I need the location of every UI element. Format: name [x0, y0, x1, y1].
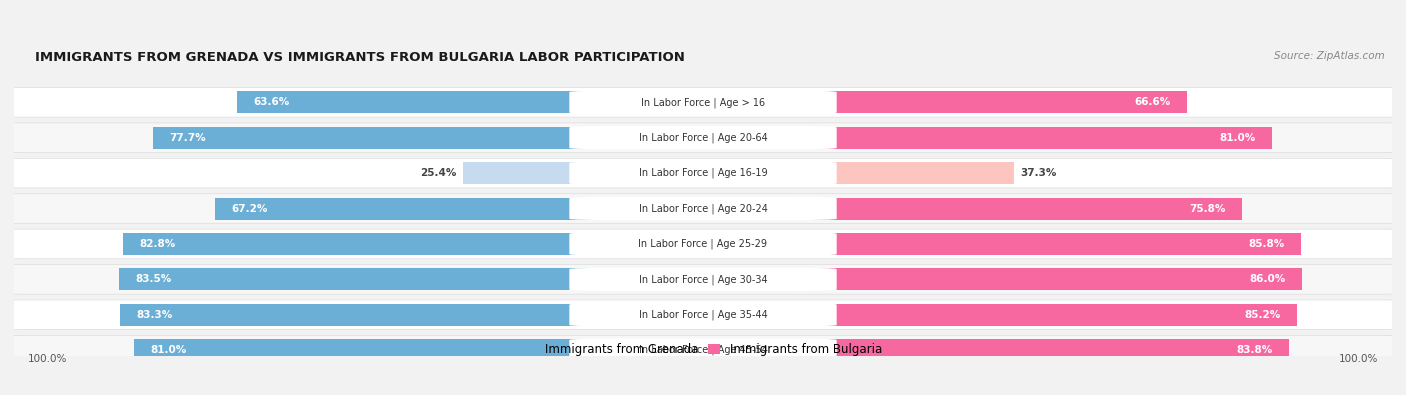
- Bar: [120, 304, 613, 326]
- Text: In Labor Force | Age 30-34: In Labor Force | Age 30-34: [638, 274, 768, 285]
- Text: In Labor Force | Age 25-29: In Labor Force | Age 25-29: [638, 239, 768, 249]
- FancyBboxPatch shape: [569, 126, 837, 149]
- Text: IMMIGRANTS FROM GRENADA VS IMMIGRANTS FROM BULGARIA LABOR PARTICIPATION: IMMIGRANTS FROM GRENADA VS IMMIGRANTS FR…: [35, 51, 685, 64]
- Text: In Labor Force | Age 20-24: In Labor Force | Age 20-24: [638, 203, 768, 214]
- Bar: [793, 233, 1301, 255]
- Text: 85.8%: 85.8%: [1249, 239, 1285, 249]
- Text: In Labor Force | Age 45-54: In Labor Force | Age 45-54: [638, 345, 768, 356]
- Text: 86.0%: 86.0%: [1250, 275, 1285, 284]
- FancyBboxPatch shape: [10, 158, 1396, 188]
- Text: 85.2%: 85.2%: [1244, 310, 1281, 320]
- Text: 75.8%: 75.8%: [1188, 203, 1225, 214]
- FancyBboxPatch shape: [10, 87, 1396, 117]
- Bar: [215, 198, 613, 220]
- Text: 82.8%: 82.8%: [139, 239, 176, 249]
- FancyBboxPatch shape: [10, 335, 1396, 365]
- FancyBboxPatch shape: [10, 123, 1396, 152]
- Text: 67.2%: 67.2%: [232, 203, 269, 214]
- Bar: [793, 91, 1187, 113]
- Text: 83.8%: 83.8%: [1236, 345, 1272, 355]
- Bar: [793, 268, 1302, 290]
- Text: In Labor Force | Age 20-64: In Labor Force | Age 20-64: [638, 132, 768, 143]
- FancyBboxPatch shape: [569, 232, 837, 256]
- Bar: [153, 127, 613, 149]
- FancyBboxPatch shape: [569, 162, 837, 185]
- FancyBboxPatch shape: [10, 194, 1396, 223]
- Bar: [793, 127, 1272, 149]
- FancyBboxPatch shape: [569, 90, 837, 114]
- Text: 77.7%: 77.7%: [170, 133, 207, 143]
- Text: 25.4%: 25.4%: [419, 168, 456, 178]
- Bar: [236, 91, 613, 113]
- Text: Source: ZipAtlas.com: Source: ZipAtlas.com: [1274, 51, 1385, 61]
- Text: 37.3%: 37.3%: [1021, 168, 1057, 178]
- Legend: Immigrants from Grenada, Immigrants from Bulgaria: Immigrants from Grenada, Immigrants from…: [524, 343, 882, 356]
- Text: In Labor Force | Age 35-44: In Labor Force | Age 35-44: [638, 310, 768, 320]
- Text: 81.0%: 81.0%: [150, 345, 187, 355]
- Text: 81.0%: 81.0%: [1219, 133, 1256, 143]
- Text: 83.5%: 83.5%: [135, 275, 172, 284]
- Text: In Labor Force | Age 16-19: In Labor Force | Age 16-19: [638, 168, 768, 179]
- Bar: [793, 339, 1289, 361]
- FancyBboxPatch shape: [569, 197, 837, 220]
- Bar: [463, 162, 613, 184]
- FancyBboxPatch shape: [569, 303, 837, 326]
- Text: 66.6%: 66.6%: [1135, 97, 1171, 107]
- Bar: [793, 162, 1014, 184]
- FancyBboxPatch shape: [10, 265, 1396, 294]
- Text: 100.0%: 100.0%: [28, 354, 67, 365]
- Bar: [118, 268, 613, 290]
- Text: 83.3%: 83.3%: [136, 310, 173, 320]
- FancyBboxPatch shape: [569, 339, 837, 362]
- Text: 100.0%: 100.0%: [1339, 354, 1378, 365]
- FancyBboxPatch shape: [10, 300, 1396, 329]
- Bar: [793, 304, 1298, 326]
- Bar: [793, 198, 1241, 220]
- Bar: [122, 233, 613, 255]
- FancyBboxPatch shape: [569, 268, 837, 291]
- FancyBboxPatch shape: [10, 229, 1396, 259]
- Bar: [134, 339, 613, 361]
- Text: In Labor Force | Age > 16: In Labor Force | Age > 16: [641, 97, 765, 107]
- Text: 63.6%: 63.6%: [253, 97, 290, 107]
